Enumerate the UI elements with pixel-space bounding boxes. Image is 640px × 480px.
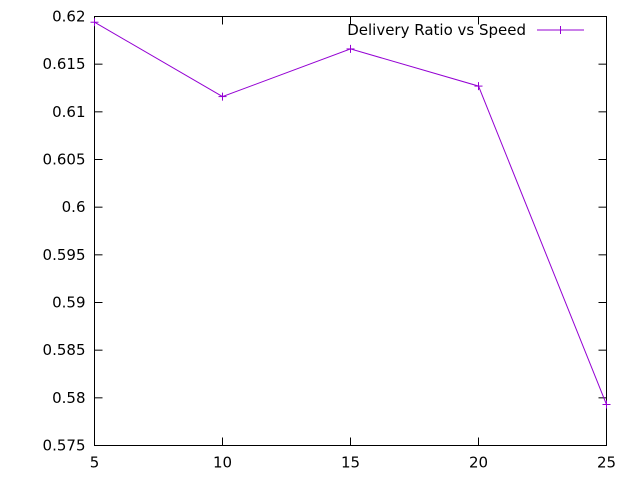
y-tick-label: 0.6 <box>62 198 86 216</box>
y-tick-label: 0.61 <box>52 103 85 121</box>
y-tick-label: 0.59 <box>52 294 85 312</box>
y-tick-label: 0.585 <box>43 341 86 359</box>
y-tick-label: 0.605 <box>43 151 86 169</box>
x-tick-label: 15 <box>341 454 360 472</box>
data-point <box>346 44 355 53</box>
axis-ticks <box>94 16 607 446</box>
data-point <box>474 82 483 91</box>
series-group <box>90 18 611 409</box>
data-point <box>90 18 99 27</box>
legend-marker-sample <box>556 26 565 34</box>
y-tick-label: 0.58 <box>52 389 85 407</box>
x-tick-label: 10 <box>213 454 232 472</box>
y-tick-label: 0.62 <box>52 8 85 26</box>
legend-entry-label: Delivery Ratio vs Speed <box>347 21 526 39</box>
data-point <box>218 92 227 101</box>
y-tick-label: 0.595 <box>43 246 86 264</box>
y-tick-label: 0.575 <box>43 437 86 455</box>
series-line <box>94 21 607 405</box>
x-tick-label: 20 <box>469 454 488 472</box>
data-point <box>602 400 611 409</box>
x-tick-label: 5 <box>90 454 100 472</box>
x-tick-label: 25 <box>597 454 616 472</box>
axis-tick-labels: 5 10 15 20 25 0.575 0.58 0.585 0.59 0.595 0.6 0.605… <box>43 8 617 472</box>
y-tick-label: 0.615 <box>43 55 86 73</box>
plot-frame <box>94 16 607 446</box>
legend: Delivery Ratio vs Speed <box>347 21 584 39</box>
